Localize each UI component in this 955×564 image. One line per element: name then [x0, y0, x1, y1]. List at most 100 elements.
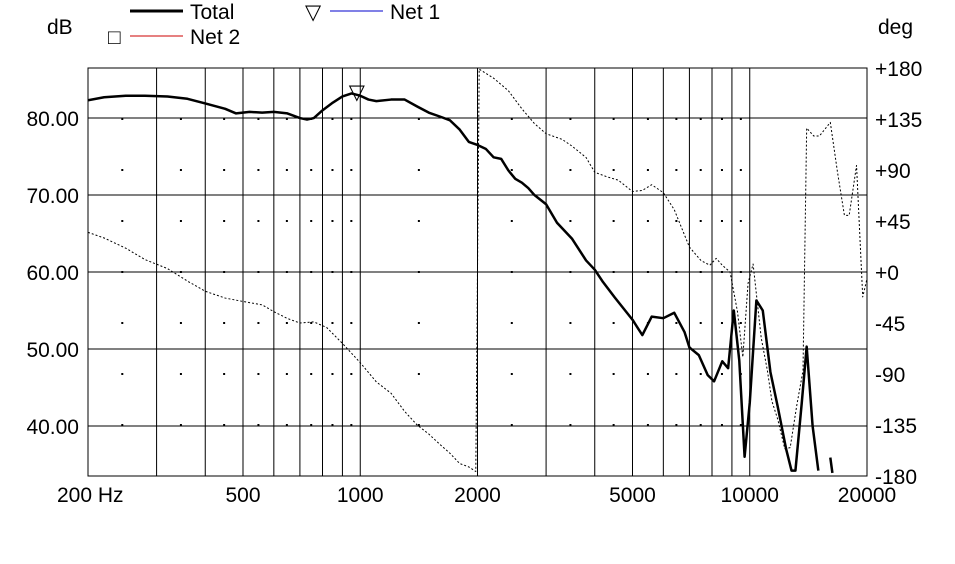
phase-grid-dot [417, 424, 420, 426]
x-tick-label: 2000 [454, 484, 501, 507]
phase-grid-dot [285, 220, 288, 222]
series-marker: ▽ [349, 81, 366, 104]
phase-grid-dot [179, 424, 182, 426]
plot-frame [87, 67, 868, 477]
phase-grid-dot [739, 169, 742, 171]
phase-grid-dot [417, 169, 420, 171]
phase-grid-dot [331, 322, 334, 324]
phase-grid-dot [739, 271, 742, 273]
phase-grid-dot [257, 322, 260, 324]
phase-grid-dot [675, 169, 678, 171]
phase-grid-dot [612, 424, 615, 426]
phase-grid-dot [179, 373, 182, 375]
phase-grid-dot [331, 373, 334, 375]
phase-grid-dot [569, 220, 572, 222]
phase-grid-dot [569, 169, 572, 171]
x-tick-label: 20000 [838, 484, 896, 507]
phase-grid-dot [310, 220, 313, 222]
left-tick-label: 80.00 [26, 108, 79, 131]
phase-grid-dot [739, 220, 742, 222]
x-axis-ticks: 200 Hz 500 1000 2000 5000 10000 20000 [57, 484, 896, 507]
phase-grid-dot [699, 322, 702, 324]
phase-grid-dot [331, 118, 334, 120]
phase-grid-dot [179, 271, 182, 273]
left-tick-label: 50.00 [26, 339, 79, 362]
phase-grid-dot [350, 373, 353, 375]
legend: Total ▽ Net 1 □ Net 2 [108, 1, 440, 49]
phase-grid-dot [720, 271, 723, 273]
phase-grid-dot [510, 271, 513, 273]
phase-grid-dot [569, 424, 572, 426]
phase-grid-dot [417, 220, 420, 222]
phase-grid-dot [121, 169, 124, 171]
phase-grid-dot [121, 271, 124, 273]
x-tick-label: 1000 [337, 484, 384, 507]
phase-grid-dot [510, 169, 513, 171]
phase-grid-dot [646, 424, 649, 426]
legend-net2-marker: □ [108, 26, 121, 49]
phase-grid-dot [310, 424, 313, 426]
phase-grid-dot [331, 424, 334, 426]
phase-grid-dot [675, 373, 678, 375]
legend-total-label: Total [190, 1, 234, 24]
phase-grid-dot [510, 424, 513, 426]
phase-grid-dot [350, 169, 353, 171]
phase-grid-dot [720, 373, 723, 375]
phase-grid-dot [612, 169, 615, 171]
phase-series-line [88, 68, 867, 472]
phase-grid-dot [675, 322, 678, 324]
phase-grid-dot [257, 220, 260, 222]
left-tick-label: 40.00 [26, 416, 79, 439]
phase-grid-dot [223, 373, 226, 375]
phase-grid-dot [350, 220, 353, 222]
phase-grid-dot [675, 424, 678, 426]
phase-grid-dot [510, 220, 513, 222]
phase-grid-dot [646, 118, 649, 120]
phase-grid-dot [720, 322, 723, 324]
legend-net1-label: Net 1 [390, 1, 440, 24]
phase-grid-dot [612, 322, 615, 324]
phase-grid-dot [121, 373, 124, 375]
phase-grid-dot [223, 424, 226, 426]
phase-grid-dot [179, 322, 182, 324]
left-axis-ticks: 80.00 70.00 60.00 50.00 40.00 [26, 108, 79, 439]
phase-grid-dot [121, 322, 124, 324]
right-tick-label: +180 [875, 58, 922, 81]
right-tick-label: +135 [875, 109, 922, 132]
phase-grid-dot [739, 118, 742, 120]
phase-grid-dot [331, 220, 334, 222]
phase-grid-dot [699, 271, 702, 273]
phase-grid-dot [310, 322, 313, 324]
phase-grid-dot [257, 169, 260, 171]
phase-grid-dot [510, 118, 513, 120]
markers: ▽ [349, 81, 366, 104]
phase-grid-dot [223, 271, 226, 273]
x-tick-label: 5000 [609, 484, 656, 507]
right-tick-label: +45 [875, 211, 911, 234]
phase-grid-dot [417, 373, 420, 375]
phase-grid-dot [257, 373, 260, 375]
left-axis-unit: dB [47, 16, 73, 39]
phase-grid-dot [331, 271, 334, 273]
phase-grid-dot [285, 373, 288, 375]
phase-grid-dot [310, 373, 313, 375]
right-tick-label: +0 [875, 262, 899, 285]
right-tick-label: -135 [875, 415, 917, 438]
phase-grid-dot [350, 322, 353, 324]
phase-grid-dot [223, 118, 226, 120]
phase-grid-dot [569, 118, 572, 120]
right-tick-label: -180 [875, 466, 917, 489]
phase-grid-dot [612, 271, 615, 273]
phase-grid-dot [720, 424, 723, 426]
phase-grid-dot [612, 373, 615, 375]
phase-grid-dot [720, 169, 723, 171]
phase-grid-dot [417, 322, 420, 324]
phase-grid-dot [121, 118, 124, 120]
phase-grid-dot [720, 220, 723, 222]
phase-grid-dot [223, 322, 226, 324]
phase-grid-dot [310, 169, 313, 171]
phase-grid-dot [285, 118, 288, 120]
phase-grid-dot [720, 118, 723, 120]
phase-grid-dot [569, 271, 572, 273]
phase-grid-dot [285, 424, 288, 426]
